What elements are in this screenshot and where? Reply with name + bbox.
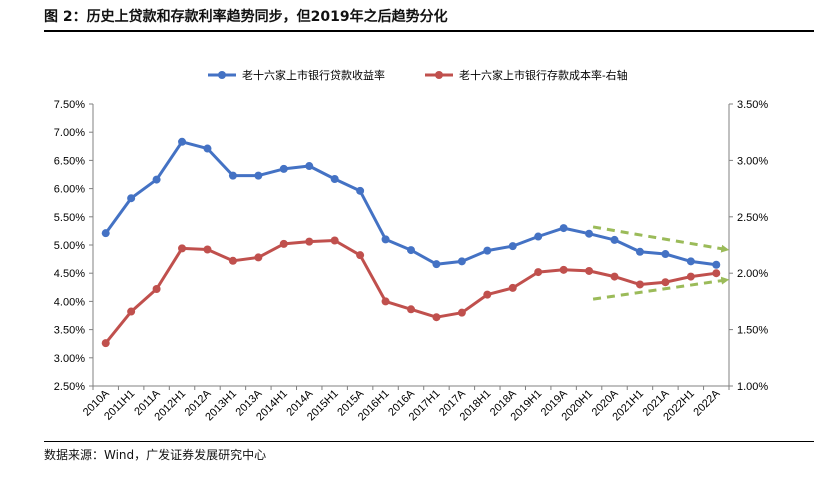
left-tick-label: 6.50% [54,155,85,167]
right-tick-label: 3.00% [737,155,768,167]
left-tick-label: 2.50% [54,381,85,393]
deposit-cost-point [127,307,136,316]
deposit-cost-point [152,284,161,293]
loan-yield-point [101,229,110,238]
figure-title: 图 2：历史上贷款和存款利率趋势同步，但2019年之后趋势分化 [44,9,448,25]
right-tick-label: 2.00% [737,268,768,280]
bottom-divider [44,441,814,442]
legend-label: 老十六家上市银行贷款收益率 [242,68,385,82]
loan-yield-point [686,257,695,266]
deposit-cost-point [508,283,517,292]
deposit-cost-point [432,313,441,322]
loan-yield-point [407,246,415,255]
deposit-cost-point [635,280,644,289]
loan-yield-point [279,164,288,173]
legend-swatch-marker [435,71,443,79]
loan-yield-point [712,260,721,269]
loan-yield-point [483,246,492,255]
loan-yield-point [152,175,161,184]
deposit-cost-point [559,265,568,274]
left-tick-label: 7.50% [54,99,85,111]
deposit-cost-point [381,297,390,306]
deposit-cost-point [330,236,339,245]
left-tick-label: 5.00% [54,240,85,252]
deposit-cost-line [104,239,717,345]
deposit-cost-point [407,305,415,314]
loan-yield-point [228,171,237,180]
legend-label: 老十六家上市银行存款成本率-右轴 [459,68,628,82]
loan-yield-point [508,242,517,251]
left-tick-label: 3.50% [54,325,85,337]
trend-annotations [592,225,730,301]
deposit-cost-point [101,339,110,348]
left-tick-label: 5.50% [54,212,85,224]
deposit-cost-point [254,253,263,262]
deposit-cost-point [712,269,721,278]
loan-yield-point [305,162,314,171]
left-tick-label: 7.00% [54,127,85,139]
deposit-cost-point [686,272,695,281]
deposit-cost-point [585,266,594,275]
deposit-cost-point [356,251,365,260]
left-tick-label: 3.00% [54,353,85,365]
deposit-cost-point [483,290,492,299]
deposit-cost-point [305,237,314,246]
left-tick-label: 6.00% [54,184,85,196]
deposit-cost-point [457,308,466,317]
left-tick-label: 4.00% [54,296,85,308]
loan-yield-point [457,257,466,266]
up-trend-arrow [592,276,730,301]
right-tick-label: 2.50% [737,212,768,224]
right-tick-label: 1.00% [737,381,768,393]
deposit-cost-point [279,239,288,248]
line-chart: 老十六家上市银行贷款收益率 老十六家上市银行存款成本率-右轴 2.50% 3.00%… [54,68,769,423]
loan-yield-point [432,260,441,269]
down-trend-arrow [592,225,730,253]
right-tick-label: 3.50% [737,99,768,111]
loan-yield-point [610,235,619,244]
loan-yield-point [534,232,543,241]
deposit-cost-point [534,268,543,277]
x-tick-label: 2022A [691,387,722,418]
loan-yield-point [585,229,594,238]
loan-yield-point [203,144,212,153]
loan-yield-point [127,194,136,203]
deposit-cost-point [661,278,670,287]
deposit-cost-point [178,244,187,253]
deposit-cost-point [228,256,237,265]
deposit-cost-point [610,272,619,281]
loan-yield-point [559,224,568,233]
loan-yield-point [254,171,263,180]
chart-axes: 2.50% 3.00% 3.50% 4.00% 4.50% 5.00% 5.50% 6.00%… [54,99,769,423]
loan-yield-point [661,250,670,259]
left-tick-label: 4.50% [54,268,85,280]
loan-yield-point [381,235,390,244]
source-note: 数据来源：Wind，广发证券发展研究中心 [44,448,267,462]
loan-yield-point [330,175,339,184]
deposit-cost-point [203,245,212,254]
title-divider [44,30,814,32]
chart-legend: 老十六家上市银行贷款收益率 老十六家上市银行存款成本率-右轴 [208,68,628,82]
legend-swatch-marker [218,71,226,79]
chart-series [101,137,721,348]
loan-yield-point [356,186,365,195]
loan-yield-point [178,137,187,146]
right-tick-label: 1.50% [737,325,768,337]
loan-yield-point [635,247,644,256]
